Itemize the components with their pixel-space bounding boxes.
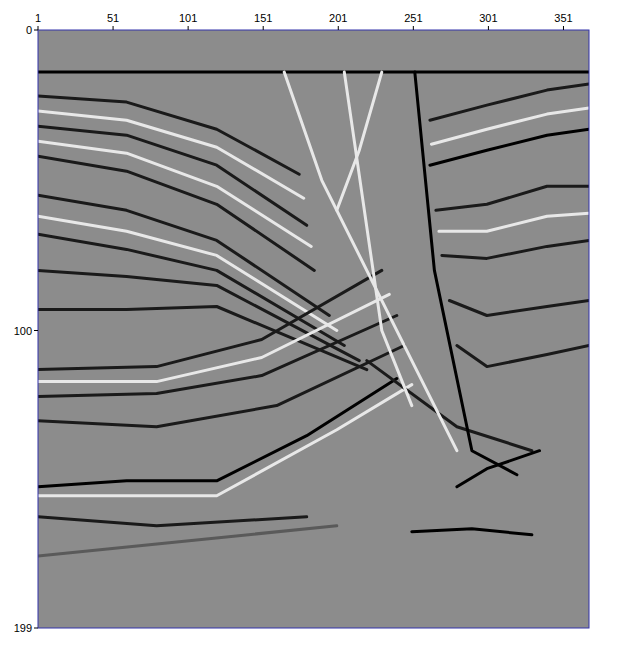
horizon [38, 141, 311, 246]
x-tick-label: 351 [554, 12, 572, 24]
y-tick [34, 30, 38, 31]
horizon [38, 526, 337, 556]
x-tick-label: 1 [35, 12, 41, 24]
horizon [442, 240, 589, 258]
horizon [430, 129, 589, 165]
horizon [38, 346, 404, 427]
y-tick-label: 199 [14, 622, 32, 634]
horizon [457, 346, 589, 367]
y-tick-label: 0 [26, 24, 32, 36]
x-tick-label: 151 [254, 12, 272, 24]
horizon [449, 301, 589, 316]
horizon [430, 84, 589, 120]
horizon [457, 451, 540, 487]
plot-area [38, 30, 589, 628]
x-tick-label: 251 [404, 12, 422, 24]
horizon [415, 72, 517, 475]
x-tick-label: 201 [329, 12, 347, 24]
horizon [38, 270, 382, 369]
y-tick [34, 330, 38, 331]
horizon [38, 517, 307, 526]
x-tick-label: 51 [107, 12, 119, 24]
horizon [284, 72, 457, 451]
y-tick-label: 100 [14, 325, 32, 337]
horizon [412, 529, 532, 535]
horizon [38, 294, 389, 381]
horizon [38, 385, 412, 496]
x-tick [488, 26, 489, 30]
x-tick [38, 26, 39, 30]
horizon [38, 126, 307, 225]
horizon [38, 71, 589, 74]
horizon [38, 379, 397, 487]
horizon [439, 213, 589, 231]
horizon [337, 72, 382, 210]
x-tick [563, 26, 564, 30]
y-tick [34, 628, 38, 629]
horizon [38, 156, 314, 270]
x-tick [263, 26, 264, 30]
x-tick [188, 26, 189, 30]
horizon [431, 108, 589, 144]
background [38, 30, 589, 628]
frame [38, 30, 589, 628]
x-tick-label: 301 [479, 12, 497, 24]
horizon [38, 316, 397, 397]
x-tick [413, 26, 414, 30]
horizon [344, 72, 412, 406]
x-tick-label: 101 [179, 12, 197, 24]
x-tick [338, 26, 339, 30]
horizon [436, 186, 589, 210]
chart: 1511011512012513013510100199 [0, 0, 629, 658]
horizon [38, 111, 304, 198]
horizon [38, 307, 367, 370]
x-tick [113, 26, 114, 30]
